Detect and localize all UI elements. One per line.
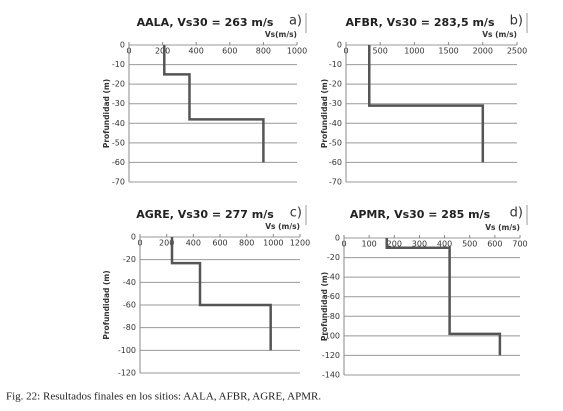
x-tick-label: 1000 [404, 47, 424, 56]
y-tick-label: -10 [112, 60, 125, 69]
y-tick-label: -50 [329, 138, 342, 147]
x-axis-label: Vs (m/s) [265, 222, 300, 231]
profile-line [368, 45, 485, 163]
x-tick-label: 400 [437, 240, 452, 249]
x-tick-label: 700 [512, 240, 527, 249]
x-tick-label: 1000 [263, 239, 283, 248]
panel-label: b) [510, 14, 523, 29]
x-tick-label: 800 [256, 47, 271, 56]
x-tick-label: 200 [159, 239, 174, 248]
x-tick-label: 100 [362, 240, 377, 249]
y-tick-label: -30 [329, 99, 342, 108]
y-tick-label: -80 [327, 312, 340, 321]
y-tick-label: -100 [322, 331, 340, 340]
y-tick-label: 0 [120, 41, 125, 50]
x-tick-label: 2500 [507, 47, 527, 56]
y-tick-label: -10 [329, 60, 342, 69]
y-tick-label: -20 [329, 80, 342, 89]
chart-title: AGRE, Vs30 = 277 m/s [136, 208, 274, 221]
x-tick-label: 1000 [287, 47, 307, 56]
panel-label: a) [289, 14, 302, 29]
y-tick-label: -20 [112, 80, 125, 89]
y-axis-label: Profundidad (m) [102, 270, 111, 339]
y-tick-label: -80 [123, 323, 136, 332]
y-tick-label: -60 [112, 158, 125, 167]
caption: Fig. 22: Resultados finales en los sitio… [6, 391, 321, 403]
x-axis-label: Vs (m/s) [485, 223, 520, 232]
y-axis-label: Profundidad (m) [320, 272, 329, 341]
y-tick-label: -100 [118, 346, 136, 355]
y-tick-label: -40 [123, 278, 136, 287]
y-tick-label: 0 [335, 234, 340, 243]
y-tick-label: -60 [123, 301, 136, 310]
panel-label: d) [510, 206, 523, 221]
x-tick-label: 500 [462, 240, 477, 249]
y-axis-label: Profundidad (m) [320, 79, 329, 148]
x-tick-label: 1500 [438, 47, 458, 56]
profile-line [385, 238, 502, 356]
x-tick-label: 200 [155, 47, 170, 56]
x-tick-label: 400 [186, 239, 201, 248]
y-tick-label: -60 [327, 292, 340, 301]
x-tick-label: 200 [387, 240, 402, 249]
x-tick-label: 1200 [290, 239, 310, 248]
y-tick-label: -120 [118, 369, 136, 378]
y-tick-label: -20 [327, 253, 340, 262]
x-tick-label: 300 [412, 240, 427, 249]
y-tick-label: 0 [337, 41, 342, 50]
y-tick-label: -60 [329, 158, 342, 167]
y-tick-label: -30 [112, 99, 125, 108]
y-tick-label: -50 [112, 138, 125, 147]
chart-title: AFBR, Vs30 = 283,5 m/s [346, 16, 495, 29]
y-tick-label: -40 [329, 119, 342, 128]
y-tick-label: -40 [112, 119, 125, 128]
y-tick-label: -20 [123, 255, 136, 264]
y-tick-label: -70 [329, 178, 342, 187]
y-tick-label: -120 [322, 351, 340, 360]
x-tick-label: 400 [189, 47, 204, 56]
x-tick-label: 600 [222, 47, 237, 56]
x-tick-label: 500 [373, 47, 388, 56]
x-tick-label: 600 [212, 239, 227, 248]
x-tick-label: 2000 [473, 47, 493, 56]
profile-line [163, 45, 265, 163]
chart-title: AALA, Vs30 = 263 m/s [137, 16, 274, 29]
y-tick-label: 0 [131, 233, 136, 242]
profile-line [170, 237, 272, 351]
chart-title: APMR, Vs30 = 285 m/s [350, 208, 491, 221]
y-tick-label: -40 [327, 273, 340, 282]
y-axis-label: Profundidad (m) [102, 79, 111, 148]
y-tick-label: -140 [322, 371, 340, 380]
x-axis-label: Vs (m/s) [482, 30, 517, 39]
x-tick-label: 800 [239, 239, 254, 248]
panel-label: c) [290, 206, 302, 221]
x-tick-label: 600 [487, 240, 502, 249]
y-tick-label: -70 [112, 178, 125, 187]
x-axis-label: Vs(m/s) [265, 30, 297, 39]
